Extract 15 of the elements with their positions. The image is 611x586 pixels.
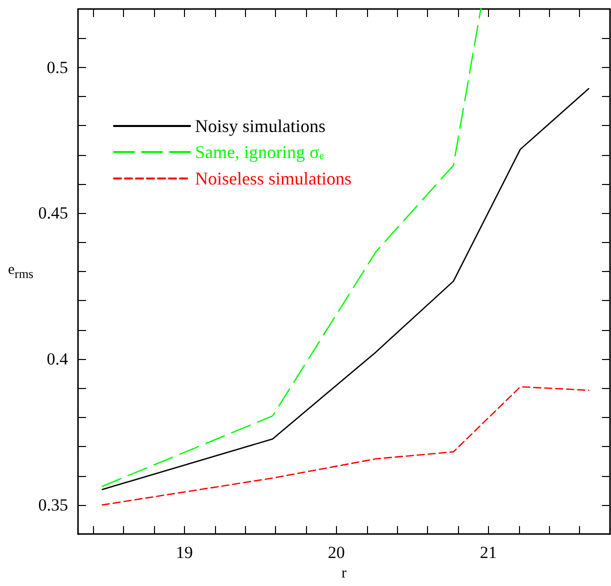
- legend-label: Same, ignoring σe: [195, 142, 324, 162]
- x-axis-title: r: [342, 566, 346, 582]
- line-series: [102, 88, 590, 490]
- y-axis-title: e$_{rms}$: [8, 262, 34, 282]
- y-tick-label: 0.4: [46, 350, 68, 369]
- x-tick-label: 19: [176, 543, 193, 562]
- x-tick-label: 21: [480, 543, 497, 562]
- legend-label: Noisy simulations: [195, 116, 326, 136]
- y-tick-label: 0.5: [46, 58, 68, 77]
- x-tick-label: 20: [328, 543, 345, 562]
- legend-label: Noiseless simulations: [195, 168, 352, 188]
- line-series: [102, 8, 482, 487]
- y-tick-label: 0.35: [38, 495, 68, 514]
- y-tick-label: 0.45: [38, 204, 68, 223]
- line-series: [102, 386, 590, 506]
